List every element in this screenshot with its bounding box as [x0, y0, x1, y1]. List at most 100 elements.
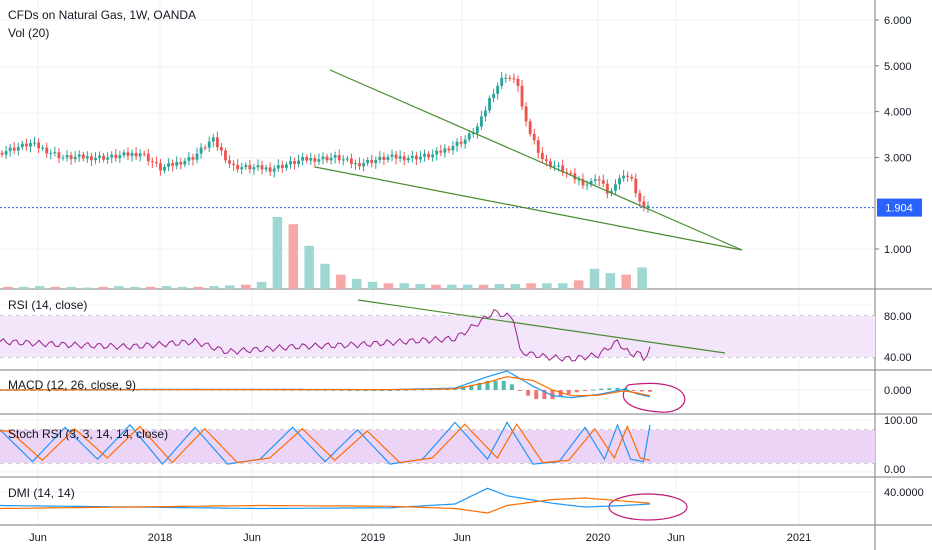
time-axis-label: Jun: [667, 532, 685, 544]
volume-bar: [288, 224, 299, 289]
macd-histogram-bar: [591, 389, 596, 391]
price-axis-label: 3.000: [884, 152, 912, 164]
candle-body: [215, 137, 219, 148]
macd-histogram-bar: [420, 389, 425, 391]
candle-body: [484, 110, 487, 117]
indicator-lines: [0, 309, 652, 514]
candle-body: [260, 165, 264, 170]
volume-bar: [367, 281, 378, 289]
candle-body: [540, 152, 544, 160]
candle-body: [248, 165, 252, 170]
macd-histogram-bar: [396, 389, 401, 391]
candle-body: [341, 159, 345, 161]
stoch-d-line: [0, 423, 651, 464]
macd-histogram-bar: [388, 390, 392, 391]
volume-bar: [50, 286, 61, 289]
macd-histogram-bar: [639, 390, 644, 392]
candle-body: [244, 165, 248, 168]
candle-body: [524, 106, 528, 122]
time-axis-label: 2021: [787, 532, 811, 544]
macd-histogram-bar: [566, 390, 571, 395]
candle-body: [187, 157, 191, 161]
candle-body: [69, 155, 73, 160]
candle-body: [605, 183, 609, 194]
candle-body: [175, 161, 179, 166]
candle-body: [122, 152, 126, 156]
rsi-title: RSI (14, close): [8, 298, 87, 312]
candle-body: [345, 158, 349, 160]
volume-bar: [19, 286, 29, 289]
volume-bar: [621, 274, 631, 289]
wedge-lower-trendline[interactable]: [314, 166, 743, 251]
macd-histogram-bar: [501, 380, 506, 390]
candle-body: [73, 156, 77, 160]
macd-histogram-bar: [323, 389, 327, 391]
candle-body: [630, 176, 634, 179]
candle-body: [207, 141, 211, 148]
macd-signal-line: [0, 376, 651, 397]
macd-histogram-bar: [469, 384, 474, 390]
candle-body: [276, 165, 280, 169]
candle-body: [57, 152, 61, 158]
candle-body: [557, 165, 561, 167]
macd-histogram-bar: [583, 390, 587, 391]
candle-body: [634, 178, 638, 194]
candle-body: [49, 152, 53, 154]
candle-body: [622, 175, 626, 179]
candle-body: [447, 148, 451, 151]
price-candles: [0, 72, 650, 213]
candle-body: [224, 150, 227, 161]
volume-bar: [304, 245, 314, 289]
macd-histogram-bar: [331, 389, 336, 391]
candle-body: [508, 77, 512, 79]
candle-body: [402, 156, 406, 161]
candle-body: [98, 155, 101, 158]
macd-histogram-bar: [648, 390, 652, 392]
candle-body: [167, 163, 171, 167]
time-axis-label: 2020: [586, 532, 610, 544]
candle-body: [366, 159, 370, 164]
candle-body: [601, 180, 605, 184]
wedge-upper-trendline[interactable]: [329, 69, 743, 251]
macd-histogram-bar: [347, 389, 352, 391]
candle-body: [374, 159, 378, 164]
macd-annotation-circle[interactable]: [622, 382, 686, 413]
dmi-minus-line: [0, 497, 651, 514]
candle-body: [496, 85, 500, 94]
candle-body: [268, 167, 272, 172]
macd-histogram-bar: [534, 390, 539, 400]
macd-histogram-bar: [550, 390, 555, 400]
candle-body: [516, 78, 520, 86]
candle-body: [4, 151, 8, 155]
rsi-trendline[interactable]: [357, 299, 726, 354]
candle-body: [301, 157, 305, 161]
time-axis-label: 2018: [148, 532, 172, 544]
candle-body: [211, 137, 215, 142]
price-axis-label: 6.000: [884, 15, 912, 27]
candle-body: [382, 156, 386, 160]
rsi-axis-label: 40.00: [884, 352, 912, 364]
candle-body: [45, 147, 49, 154]
candle-body: [24, 143, 28, 147]
candle-body: [321, 156, 325, 160]
candle-body: [236, 164, 240, 170]
candle-body: [504, 77, 508, 79]
volume-bar: [351, 278, 362, 289]
candle-body: [195, 153, 199, 160]
time-axis-label: Jun: [243, 532, 261, 544]
macd-histogram-bar: [355, 389, 360, 391]
candle-body: [459, 141, 463, 144]
price-axis-label: 4.000: [884, 107, 912, 119]
time-axis-label: Jun: [453, 532, 471, 544]
candle-body: [134, 152, 138, 157]
time-axis-label: Jun: [29, 532, 47, 544]
candle-body: [280, 165, 284, 168]
candle-body: [463, 139, 467, 144]
candle-body: [171, 163, 175, 166]
volume-bar: [542, 283, 552, 289]
volume-bar: [637, 267, 647, 289]
candle-body: [33, 142, 36, 144]
dmi-annotation-circle[interactable]: [608, 493, 688, 521]
candle-body: [325, 156, 329, 161]
